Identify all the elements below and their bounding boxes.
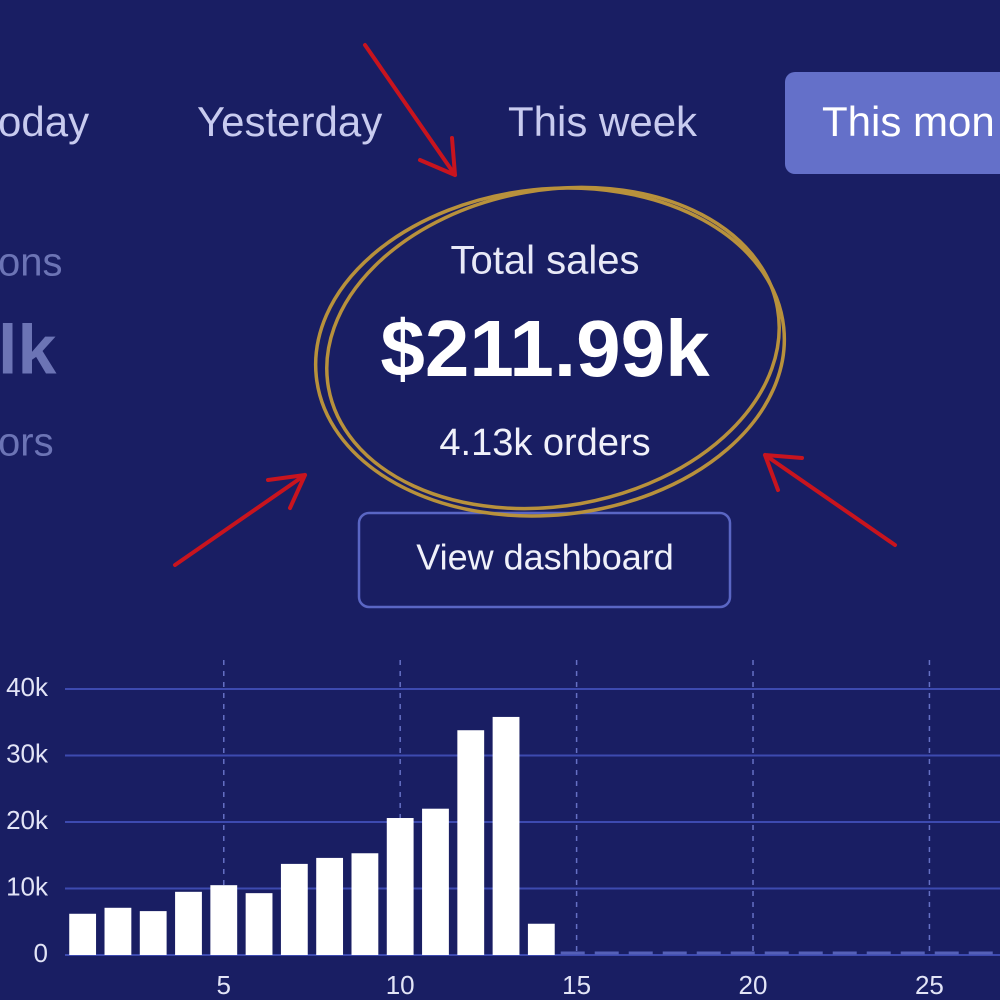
x-tick-label: 10	[386, 970, 415, 1000]
active-tab-bg[interactable]	[785, 72, 1000, 174]
summary-value: $211.99k	[380, 304, 710, 393]
y-tick-label: 30k	[6, 738, 49, 768]
bar	[175, 891, 202, 955]
y-tick-label: 40k	[6, 672, 49, 702]
bar	[210, 885, 238, 955]
stat-label: ons	[0, 241, 63, 285]
bar	[457, 730, 485, 955]
x-tick-label: 15	[562, 970, 591, 1000]
bar	[492, 716, 520, 955]
y-tick-label: 10k	[6, 871, 49, 901]
tab[interactable]: Yesterday	[197, 98, 382, 145]
bar	[245, 893, 273, 955]
bar	[527, 923, 555, 955]
stat-sub: ors	[0, 421, 54, 465]
chart: 0 10k 20k 30k 40k 5 10 15 20 25	[6, 660, 1000, 1000]
summary-label: Total sales	[451, 239, 640, 283]
bar	[422, 808, 449, 955]
highlight-circle	[313, 185, 787, 518]
x-tick-label: 25	[915, 970, 944, 1000]
summary-orders: 4.13k orders	[439, 422, 650, 464]
tab[interactable]: oday	[0, 98, 89, 145]
bar	[386, 818, 414, 955]
bar	[351, 853, 379, 955]
x-tick-label: 20	[739, 970, 768, 1000]
bar	[104, 907, 132, 955]
y-tick-label: 0	[34, 938, 48, 968]
bar	[139, 911, 167, 955]
stat-value: lk	[0, 310, 56, 388]
tab[interactable]: This week	[508, 98, 698, 145]
x-tick-label: 5	[217, 970, 231, 1000]
button-label[interactable]: View dashboard	[416, 537, 674, 578]
bar	[69, 913, 97, 955]
arrows	[173, 43, 897, 567]
y-tick-label: 20k	[6, 805, 49, 835]
tab-active[interactable]: This mon	[822, 98, 995, 145]
bar	[280, 863, 308, 955]
bar	[316, 857, 344, 955]
button[interactable]	[357, 511, 732, 609]
